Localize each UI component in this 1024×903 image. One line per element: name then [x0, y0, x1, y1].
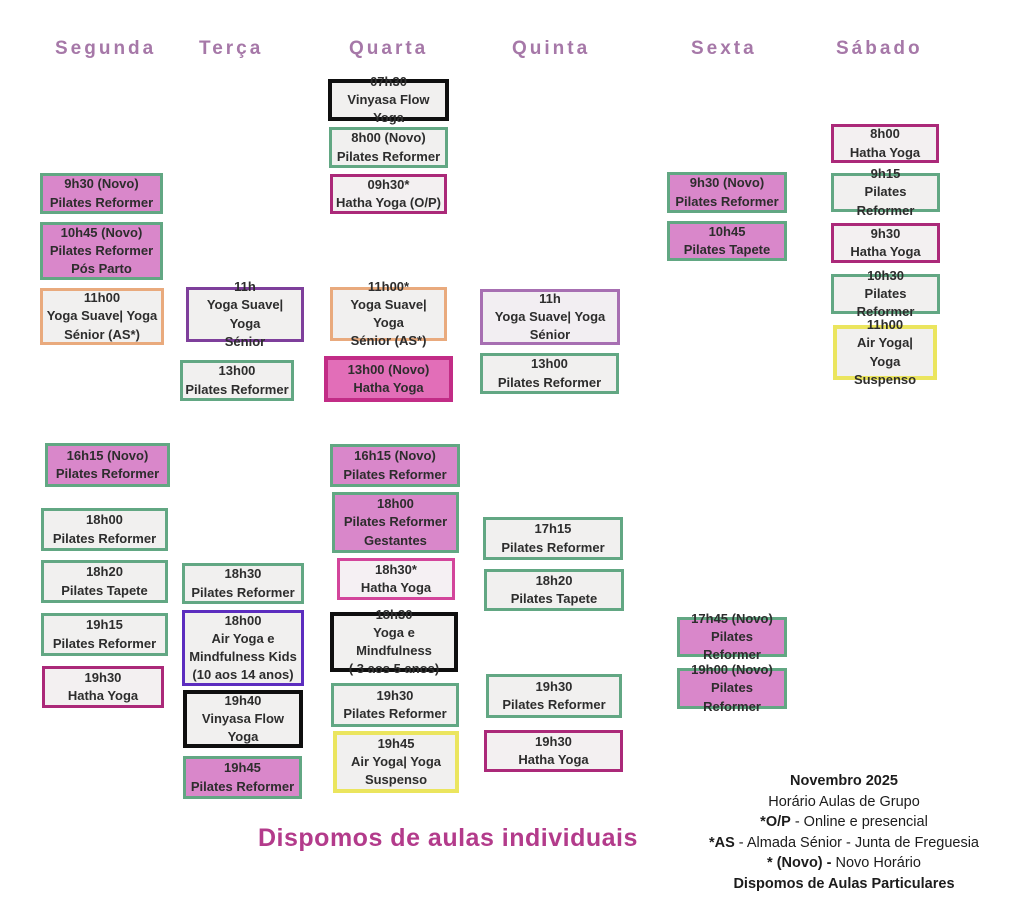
- day-header-segunda: Segunda: [55, 38, 157, 59]
- class-box: 19h40 Vinyasa Flow Yoga: [183, 690, 303, 748]
- class-box: 18h20 Pilates Tapete: [41, 560, 168, 603]
- class-box: 19h45 Pilates Reformer: [183, 756, 302, 799]
- class-box: 18h00 Air Yoga e Mindfulness Kids (10 ao…: [182, 610, 304, 686]
- class-box: 18h00 Pilates Reformer: [41, 508, 168, 551]
- class-box: 09h30* Hatha Yoga (O/P): [330, 174, 447, 214]
- legend-novo-bold: * (Novo) -: [767, 855, 836, 871]
- class-box: 18h20 Pilates Tapete: [484, 569, 624, 611]
- legend-novo: * (Novo) - Novo Horário: [693, 854, 995, 874]
- day-header-quarta: Quarta: [349, 38, 429, 59]
- legend-month: Novembro 2025: [693, 772, 995, 792]
- class-box: 19h15 Pilates Reformer: [41, 613, 168, 656]
- class-box: 8h00 (Novo) Pilates Reformer: [329, 127, 448, 168]
- class-box: 19h30 Pilates Reformer: [331, 683, 459, 727]
- class-box: 11h Yoga Suave| Yoga Sénior: [480, 289, 620, 345]
- legend-subtitle-rest: Horário Aulas de Grupo: [768, 793, 920, 810]
- class-box: 11h Yoga Suave| Yoga Sénior: [186, 279, 304, 349]
- class-box: 11h00 Yoga Suave| Yoga Sénior (AS*): [40, 288, 164, 345]
- day-header-quinta: Quinta: [512, 38, 591, 59]
- class-box: 10h45 (Novo) Pilates Reformer Pós Parto: [40, 222, 163, 280]
- class-box: 19h00 (Novo) Pilates Reformer: [677, 662, 787, 714]
- class-box: 07h30 Vinyasa Flow Yoga: [328, 74, 449, 125]
- class-box: 11h00* Yoga Suave| Yoga Sénior (AS*): [330, 279, 447, 348]
- class-box: 16h15 (Novo) Pilates Reformer: [330, 444, 460, 487]
- legend-novo-rest: Novo Horário: [835, 855, 921, 871]
- class-box: 9h30 Hatha Yoga: [831, 223, 940, 263]
- legend-as-rest: - Almada Sénior - Junta de Freguesia: [734, 834, 979, 851]
- legend-op-rest: - Online e presencial: [790, 814, 928, 830]
- legend-op-bold: *O/P: [760, 814, 791, 830]
- class-box: 8h00 Hatha Yoga: [831, 124, 939, 163]
- class-box: 13h00 (Novo) Hatha Yoga: [324, 356, 453, 402]
- class-box: 17h15 Pilates Reformer: [483, 517, 623, 560]
- class-box: 19h30 Pilates Reformer: [486, 674, 622, 718]
- class-box: 18h30 Yoga e Mindfulness ( 3 aos 5 anos): [330, 607, 458, 676]
- class-box: 19h30 Hatha Yoga: [42, 666, 164, 708]
- day-header-sexta: Sexta: [691, 38, 757, 59]
- class-box: 10h45 Pilates Tapete: [667, 221, 787, 261]
- class-box: 11h00 Air Yoga| Yoga Suspenso: [833, 317, 937, 387]
- day-header-terca: Terça: [199, 38, 264, 59]
- class-box: 9h30 (Novo) Pilates Reformer: [667, 172, 787, 213]
- class-box: 19h30 Hatha Yoga: [484, 730, 623, 772]
- class-box: 9h15 Pilates Reformer: [831, 166, 940, 218]
- class-box: 13h00 Pilates Reformer: [180, 360, 294, 401]
- legend-op: *O/P - Online e presencial: [693, 813, 995, 833]
- legend-month-bold: Novembro 2025: [790, 773, 898, 789]
- legend-particulares: Dispomos de Aulas Particulares: [693, 875, 995, 895]
- class-box: 13h00 Pilates Reformer: [480, 353, 619, 394]
- legend-subtitle: Horário Aulas de Grupo: [693, 793, 995, 813]
- legend-block: Novembro 2025 Horário Aulas de Grupo *O/…: [693, 772, 995, 895]
- legend-as: *AS - Almada Sénior - Junta de Freguesia: [693, 834, 995, 854]
- class-box: 17h45 (Novo) Pilates Reformer: [677, 611, 787, 662]
- legend-as-bold: *AS: [708, 834, 735, 851]
- class-box: 18h00 Pilates Reformer Gestantes: [332, 492, 459, 553]
- class-box: 9h30 (Novo) Pilates Reformer: [40, 173, 163, 214]
- class-box: 19h45 Air Yoga| Yoga Suspenso: [333, 731, 459, 793]
- class-box: 18h30* Hatha Yoga: [337, 558, 455, 600]
- legend-particulares-bold: Dispomos de Aulas Particulares: [733, 875, 955, 892]
- class-box: 16h15 (Novo) Pilates Reformer: [45, 443, 170, 487]
- day-header-sabado: Sábado: [836, 38, 923, 59]
- class-box: 10h30 Pilates Reformer: [831, 268, 940, 319]
- class-box: 18h30 Pilates Reformer: [182, 563, 304, 604]
- individual-classes-title: Dispomos de aulas individuais: [258, 824, 638, 852]
